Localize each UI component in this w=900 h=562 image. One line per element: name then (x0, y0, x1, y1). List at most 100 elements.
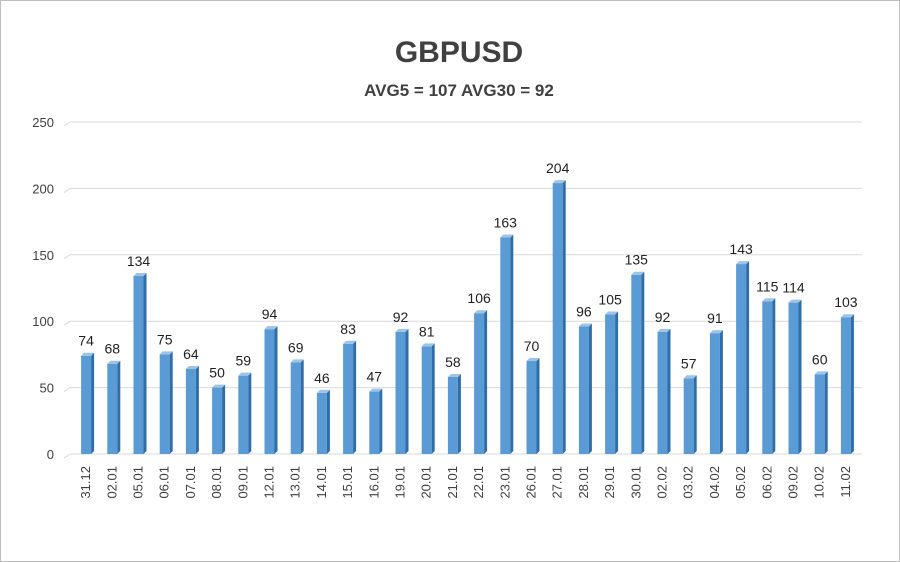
data-label: 163 (494, 215, 518, 231)
data-label: 46 (314, 370, 330, 386)
data-label: 204 (546, 160, 570, 176)
data-label: 115 (756, 278, 779, 294)
data-label: 91 (707, 310, 723, 326)
bar-front (290, 362, 301, 454)
bar-side (798, 299, 802, 454)
bar-front (526, 361, 537, 454)
x-tick-label: 29.01 (602, 466, 617, 499)
data-label: 103 (834, 294, 858, 310)
gridline-depth (63, 187, 71, 193)
data-label: 134 (127, 253, 151, 269)
data-label: 68 (105, 341, 121, 357)
bar-top (683, 375, 697, 379)
bar (474, 310, 488, 454)
data-label: 92 (393, 309, 409, 325)
bar-front (343, 343, 354, 454)
bar-top (290, 359, 304, 363)
x-axis-ticks: 31.12 02.01 05.01 06.01 07.01 08.01 09.01 12.01… (78, 466, 853, 499)
bar-side (300, 359, 304, 454)
x-tick-label: 13.01 (288, 466, 303, 499)
bar-top (474, 310, 488, 314)
bar-front (81, 355, 92, 454)
bar-front (185, 369, 196, 454)
bar-top (605, 311, 619, 315)
x-tick-label: 10.02 (812, 466, 827, 499)
bar-side (746, 261, 750, 454)
bar-side (222, 384, 226, 454)
bar-top (578, 323, 592, 327)
bar-side (457, 373, 461, 454)
bar-front (709, 333, 720, 454)
bar (709, 330, 723, 454)
data-label: 92 (655, 309, 671, 325)
data-label: 81 (419, 323, 435, 339)
data-label: 94 (262, 306, 278, 322)
gridlines (63, 121, 862, 459)
gridline-depth (63, 320, 71, 326)
data-label: 50 (209, 365, 225, 381)
chart-title: GBPUSD (395, 36, 523, 69)
bar-top (369, 388, 383, 392)
bar-front (840, 317, 851, 454)
data-label: 75 (157, 331, 173, 347)
x-tick-label: 09.02 (786, 466, 801, 499)
bar-front (814, 374, 825, 454)
data-label: 57 (681, 355, 697, 371)
bar-side (772, 298, 776, 454)
y-tick-label: 150 (32, 248, 54, 263)
bar-side (510, 234, 514, 454)
bar-front (500, 237, 511, 454)
bar (631, 271, 645, 454)
bar-side (379, 388, 383, 454)
x-tick-label: 22.01 (471, 466, 486, 499)
bar (526, 358, 540, 454)
bar-side (248, 372, 252, 454)
bar (238, 372, 252, 454)
bar (840, 314, 854, 454)
bar-top (500, 234, 514, 238)
bar-side (91, 352, 95, 454)
bar-top (343, 340, 357, 344)
y-tick-label: 250 (32, 115, 54, 130)
bar-side (353, 340, 357, 454)
bar-top (395, 328, 409, 332)
bar (788, 299, 802, 454)
bar (762, 298, 776, 454)
data-label: 74 (78, 333, 94, 349)
x-tick-label: 28.01 (576, 466, 591, 499)
bar-top (316, 389, 330, 393)
data-labels: 74 68 134 75 64 50 59 94 69 46 83 47 92 81 58 106 163 70 2… (78, 160, 857, 386)
data-label: 60 (812, 351, 828, 367)
data-label: 70 (524, 338, 540, 354)
gridline-depth (63, 453, 71, 459)
x-tick-label: 16.01 (366, 466, 381, 499)
x-tick-label: 26.01 (524, 466, 539, 499)
data-label: 47 (367, 369, 383, 385)
bar (81, 352, 95, 454)
bar-top (552, 180, 566, 184)
y-tick-label: 50 (40, 381, 54, 396)
data-label: 96 (576, 304, 592, 320)
bar-top (107, 360, 121, 364)
x-tick-label: 27.01 (550, 466, 565, 499)
bar (212, 384, 226, 454)
y-axis-ticks: 0 50 100 150 200 250 (32, 115, 54, 462)
bar-front (552, 183, 563, 454)
bar (421, 343, 435, 454)
bar-front (605, 314, 616, 454)
bar-top (736, 261, 750, 265)
x-tick-label: 03.02 (681, 466, 696, 499)
bar-side (693, 375, 697, 454)
x-tick-label: 04.02 (707, 466, 722, 499)
bar (369, 388, 383, 454)
bar-top (788, 299, 802, 303)
bar-side (274, 326, 278, 454)
gridline-depth (63, 387, 71, 393)
bar-front (736, 264, 747, 454)
x-tick-label: 09.01 (235, 466, 250, 499)
x-tick-label: 21.01 (445, 466, 460, 499)
bar-front (107, 363, 118, 454)
chart-subtitle: AVG5 = 107 AVG30 = 92 (364, 81, 554, 100)
